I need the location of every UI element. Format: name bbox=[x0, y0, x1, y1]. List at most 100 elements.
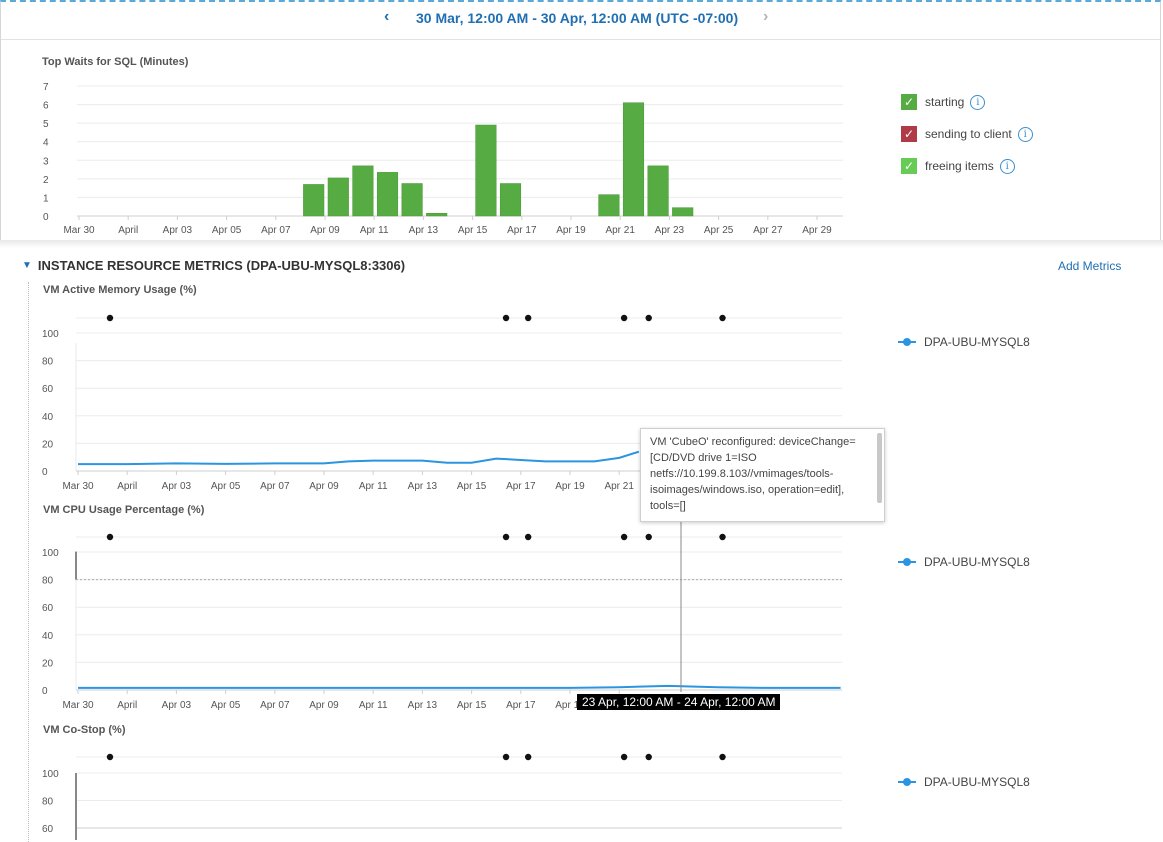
caret-down-icon[interactable]: ▼ bbox=[22, 260, 32, 271]
top-waits-panel: ‹ 30 Mar, 12:00 AM - 30 Apr, 12:00 AM (U… bbox=[0, 0, 1161, 242]
memory-chart-title: VM Active Memory Usage (%) bbox=[43, 284, 197, 296]
panel-divider bbox=[0, 240, 1163, 248]
legend-item-cpu-series[interactable]: DPA-UBU-MYSQL8 bbox=[898, 555, 1030, 569]
bar bbox=[376, 172, 399, 217]
checkbox-checked-icon[interactable]: ✓ bbox=[901, 94, 917, 110]
event-marker bbox=[106, 314, 114, 322]
info-icon[interactable]: i bbox=[1017, 126, 1033, 142]
legend-label: freeing items bbox=[925, 159, 994, 173]
y-tick-label: 1 bbox=[43, 193, 49, 204]
series-line-icon bbox=[898, 557, 916, 567]
series-line-icon bbox=[898, 777, 916, 787]
checkbox-checked-icon[interactable]: ✓ bbox=[901, 158, 917, 174]
chevron-right-icon[interactable]: › bbox=[763, 8, 769, 25]
chevron-left-icon[interactable]: ‹ bbox=[384, 8, 390, 25]
x-tick-label: Apr 29 bbox=[802, 225, 832, 236]
event-marker bbox=[719, 533, 726, 541]
tooltip-scrollbar[interactable] bbox=[877, 433, 882, 503]
bar bbox=[303, 184, 325, 217]
y-tick-label: 100 bbox=[42, 769, 59, 780]
bar bbox=[499, 183, 522, 217]
x-tick-label: Apr 19 bbox=[555, 481, 585, 492]
x-tick-label: Apr 09 bbox=[310, 225, 340, 236]
x-tick-label: Apr 13 bbox=[408, 481, 438, 492]
x-tick-label: Apr 11 bbox=[359, 481, 388, 492]
top-waits-title: Top Waits for SQL (Minutes) bbox=[42, 56, 189, 68]
y-tick-label: 60 bbox=[42, 824, 54, 835]
x-tick-label: Apr 11 bbox=[360, 225, 389, 236]
bar bbox=[672, 207, 694, 217]
x-tick-label: Apr 05 bbox=[211, 481, 241, 492]
y-tick-label: 80 bbox=[42, 797, 54, 808]
x-tick-label: Apr 13 bbox=[409, 225, 439, 236]
x-tick-label: Mar 30 bbox=[62, 700, 94, 711]
y-tick-label: 80 bbox=[42, 357, 54, 368]
y-tick-label: 100 bbox=[42, 329, 59, 340]
x-tick-label: Apr 13 bbox=[408, 700, 438, 711]
x-tick-label: Apr 27 bbox=[753, 225, 783, 236]
bar bbox=[475, 124, 497, 217]
y-tick-label: 5 bbox=[43, 119, 49, 130]
section-title: INSTANCE RESOURCE METRICS (DPA-UBU-MYSQL… bbox=[37, 258, 406, 273]
event-marker bbox=[719, 314, 726, 322]
y-tick-label: 40 bbox=[42, 412, 54, 423]
event-marker bbox=[502, 533, 510, 541]
legend-item-sending-to-client[interactable]: ✓ sending to client i bbox=[901, 118, 1033, 150]
legend-item-memory-series[interactable]: DPA-UBU-MYSQL8 bbox=[898, 335, 1030, 349]
x-tick-label: Mar 30 bbox=[62, 481, 94, 492]
y-tick-label: 40 bbox=[42, 631, 54, 642]
legend-item-costop-series[interactable]: DPA-UBU-MYSQL8 bbox=[898, 775, 1030, 789]
x-tick-label: Apr 05 bbox=[212, 225, 242, 236]
event-marker bbox=[524, 533, 532, 541]
tooltip-line: isoimages/windows.iso, operation=edit], bbox=[650, 484, 845, 496]
series-line-icon bbox=[898, 337, 916, 347]
x-tick-label: Apr 21 bbox=[604, 481, 634, 492]
y-tick-label: 0 bbox=[42, 686, 48, 697]
x-tick-label: Apr 09 bbox=[309, 700, 339, 711]
event-marker bbox=[524, 753, 532, 761]
bar bbox=[352, 165, 374, 217]
x-tick-label: Apr 15 bbox=[458, 225, 488, 236]
legend-item-freeing-items[interactable]: ✓ freeing items i bbox=[901, 150, 1033, 182]
section-header[interactable]: ▼ INSTANCE RESOURCE METRICS (DPA-UBU-MYS… bbox=[22, 258, 405, 273]
bar bbox=[622, 102, 645, 217]
x-tick-label: Apr 03 bbox=[163, 225, 193, 236]
y-tick-label: 80 bbox=[42, 576, 54, 587]
x-tick-label: Apr 07 bbox=[260, 700, 290, 711]
y-tick-label: 0 bbox=[42, 467, 48, 478]
x-tick-label: Apr 07 bbox=[260, 481, 290, 492]
x-tick-label: Apr 11 bbox=[359, 700, 388, 711]
x-tick-label: Apr 03 bbox=[162, 700, 192, 711]
x-tick-label: Mar 30 bbox=[63, 225, 95, 236]
legend-label: starting bbox=[925, 95, 965, 109]
info-icon[interactable]: i bbox=[999, 158, 1015, 174]
event-marker bbox=[524, 314, 532, 322]
series-label: DPA-UBU-MYSQL8 bbox=[924, 335, 1030, 349]
x-tick-label: Apr 15 bbox=[457, 700, 487, 711]
legend-item-starting[interactable]: ✓ starting i bbox=[901, 86, 1033, 118]
y-tick-label: 3 bbox=[43, 156, 49, 167]
y-tick-label: 60 bbox=[42, 603, 54, 614]
checkbox-checked-icon[interactable]: ✓ bbox=[901, 126, 917, 142]
event-marker bbox=[645, 753, 652, 761]
y-tick-label: 20 bbox=[42, 439, 54, 450]
info-icon[interactable]: i bbox=[970, 94, 986, 110]
costop-chart-title: VM Co-Stop (%) bbox=[43, 724, 126, 736]
bar bbox=[647, 165, 669, 217]
x-tick-label: Apr 03 bbox=[162, 481, 192, 492]
y-tick-label: 60 bbox=[42, 384, 54, 395]
event-marker bbox=[502, 314, 510, 322]
legend-label: sending to client bbox=[925, 127, 1012, 141]
bar bbox=[327, 177, 349, 217]
event-marker bbox=[645, 314, 652, 322]
x-tick-label: Apr 21 bbox=[605, 225, 635, 236]
top-waits-chart: 0 1 2 3 4 5 6 7 Mar 30 April Apr 03 Apr 05 Apr 07 Apr… bbox=[43, 82, 843, 236]
date-range-bar: ‹ 30 Mar, 12:00 AM - 30 Apr, 12:00 AM (U… bbox=[1, 2, 1160, 40]
y-tick-label: 4 bbox=[43, 138, 49, 149]
cpu-chart-title: VM CPU Usage Percentage (%) bbox=[43, 504, 205, 516]
x-tick-label: Apr 05 bbox=[211, 700, 241, 711]
event-marker bbox=[645, 533, 652, 541]
add-metrics-link[interactable]: Add Metrics bbox=[1058, 259, 1122, 273]
bar bbox=[598, 194, 620, 217]
series-line bbox=[78, 450, 640, 466]
